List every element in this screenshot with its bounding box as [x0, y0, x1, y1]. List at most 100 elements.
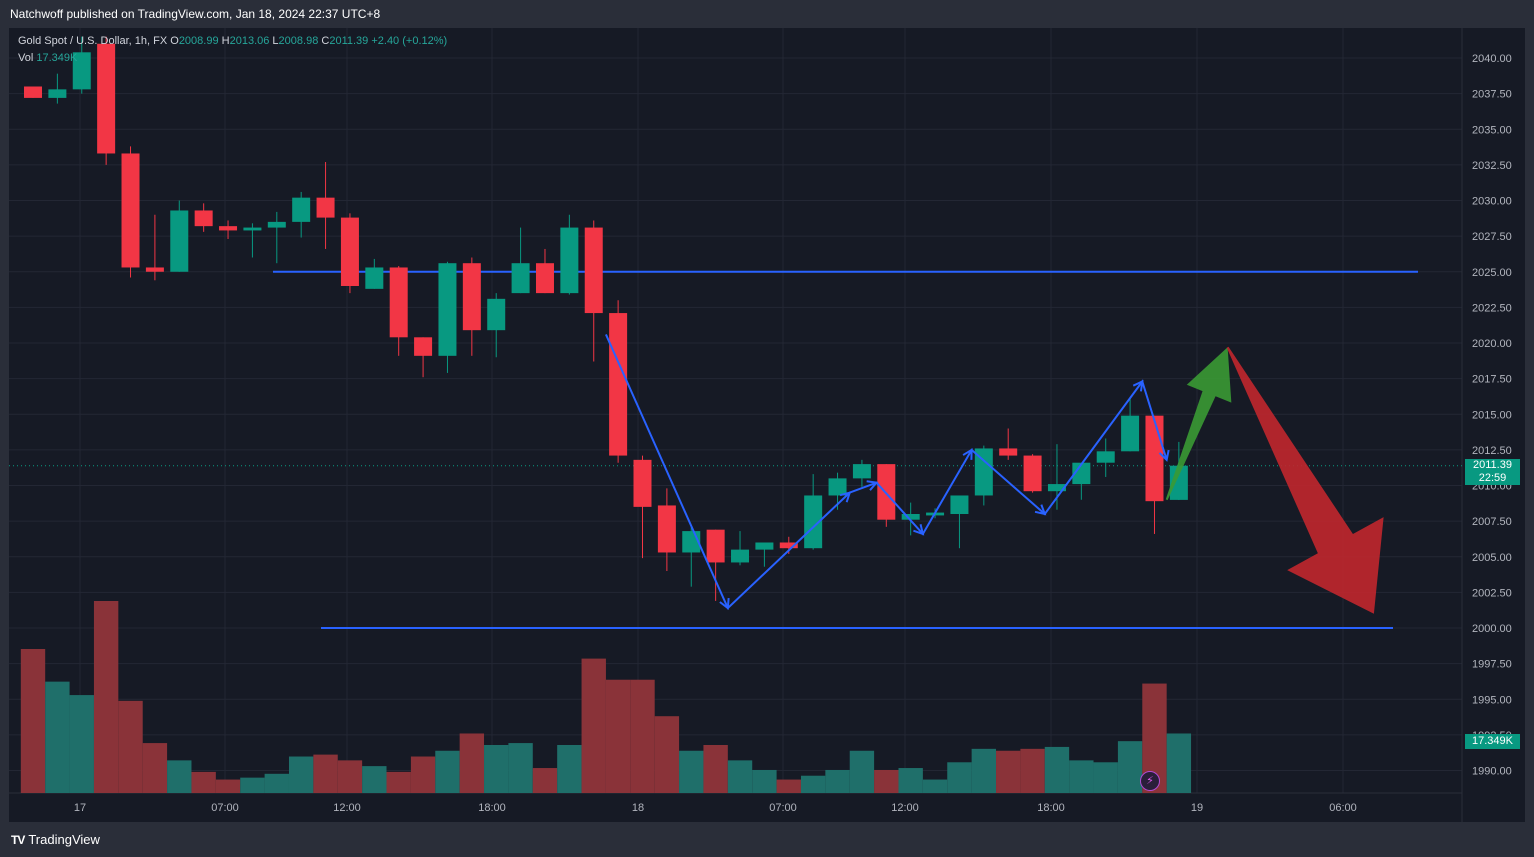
y-tick-label: 1990.00	[1472, 766, 1512, 778]
y-tick-label: 2035.00	[1472, 124, 1512, 136]
candle	[755, 542, 774, 567]
y-tick-label: 2040.00	[1472, 53, 1512, 65]
volume-bar	[45, 681, 70, 793]
tradingview-logo[interactable]: TV TradingView	[11, 832, 100, 847]
high-label: H	[221, 35, 230, 47]
volume-bar	[1044, 746, 1070, 793]
candle-body	[560, 227, 579, 294]
candle	[24, 86, 42, 98]
candle-body	[438, 263, 457, 356]
ohlc-legend: Gold Spot / U.S. Dollar, 1h, FX O2008.99…	[18, 35, 447, 47]
y-tick-label: 2000.00	[1472, 623, 1512, 635]
high-value: 2013.06	[229, 35, 270, 47]
volume-bar	[971, 748, 997, 793]
open-label: O	[170, 35, 179, 47]
candle-body	[219, 226, 238, 231]
y-tick-label: 2012.50	[1472, 445, 1512, 457]
volume-bar	[825, 769, 850, 793]
candle	[145, 214, 164, 281]
candle-body	[657, 505, 676, 553]
x-tick-label: 12:00	[891, 802, 919, 814]
candle	[1096, 438, 1115, 477]
candle-body	[828, 478, 847, 496]
candle-body	[121, 153, 140, 268]
x-tick-label: 18:00	[1037, 802, 1065, 814]
publisher-caption: Natchwoff published on TradingView.com, …	[10, 7, 381, 21]
volume-bar	[1093, 762, 1118, 793]
candle	[1023, 454, 1042, 493]
volume-bar	[264, 773, 289, 793]
volume-bar	[1069, 760, 1094, 793]
candle-body	[804, 495, 823, 549]
candle-body	[194, 210, 213, 227]
x-tick-label: 06:00	[1329, 802, 1357, 814]
volume-bar	[288, 756, 314, 793]
footer-bar	[0, 822, 1534, 857]
candle-body	[487, 298, 506, 331]
volume-bar	[484, 745, 509, 793]
candle	[706, 529, 725, 601]
y-tick-label: 2025.00	[1472, 267, 1512, 279]
x-tick-label: 19	[1191, 802, 1203, 814]
candle	[609, 300, 628, 463]
y-tick-label: 1997.50	[1472, 659, 1512, 671]
volume-bar	[654, 716, 680, 793]
candle	[340, 213, 359, 294]
candle	[974, 445, 993, 506]
candle-body	[1072, 462, 1091, 485]
candle-body	[1023, 455, 1042, 492]
volume-bar	[1117, 741, 1143, 793]
volume-bar	[581, 658, 606, 793]
candle-body	[1145, 415, 1164, 502]
x-tick-label: 17	[74, 802, 86, 814]
y-tick-label: 2030.00	[1472, 196, 1512, 208]
candle-body	[243, 227, 262, 231]
change-value: +2.40 (+0.12%)	[371, 35, 448, 47]
candle-body	[72, 52, 91, 90]
candle-body	[462, 263, 481, 331]
lightning-icon[interactable]: ⚡	[1140, 771, 1160, 791]
candle	[535, 248, 554, 294]
candle	[389, 266, 408, 356]
candle-body	[584, 227, 603, 314]
volume-bar	[727, 760, 753, 793]
volume-bar	[947, 762, 972, 793]
candle-body	[170, 210, 189, 272]
candle-body	[1096, 451, 1115, 463]
volume-bar	[532, 768, 558, 793]
open-value: 2008.99	[178, 35, 219, 47]
candle-body	[877, 464, 896, 520]
candle-body	[97, 43, 116, 154]
candle-body	[267, 221, 286, 228]
volume-bar	[508, 743, 533, 793]
volume-bar	[557, 745, 582, 793]
candle	[1072, 462, 1091, 500]
candle-body	[48, 89, 67, 98]
candle	[365, 258, 384, 289]
candle	[97, 36, 116, 165]
y-tick-label: 2022.50	[1472, 302, 1512, 314]
volume-bar	[191, 771, 216, 793]
candle	[1121, 397, 1140, 452]
bullish-arrow	[1165, 347, 1232, 501]
candle	[852, 459, 871, 487]
symbol-label: Gold Spot / U.S. Dollar, 1h, FX	[18, 35, 168, 47]
top-bar: Natchwoff published on TradingView.com, …	[0, 0, 1534, 28]
candle-body	[145, 267, 164, 272]
tradingview-wordmark: TradingView	[28, 832, 100, 847]
zigzag-arrowhead	[913, 523, 925, 536]
y-tick-label: 2005.00	[1472, 552, 1512, 564]
candle	[170, 200, 189, 272]
volume-bar	[142, 743, 168, 793]
volume-bar	[898, 768, 923, 793]
volume-bar	[996, 750, 1021, 793]
volume-bar	[435, 750, 460, 793]
zigzag-arrowhead	[839, 491, 852, 503]
volume-bar	[679, 750, 704, 793]
volume-bar	[215, 779, 241, 793]
candle-body	[340, 217, 359, 286]
candle	[121, 146, 140, 278]
volume-bar	[313, 754, 338, 793]
zigzag-arrowhead	[1158, 449, 1170, 462]
